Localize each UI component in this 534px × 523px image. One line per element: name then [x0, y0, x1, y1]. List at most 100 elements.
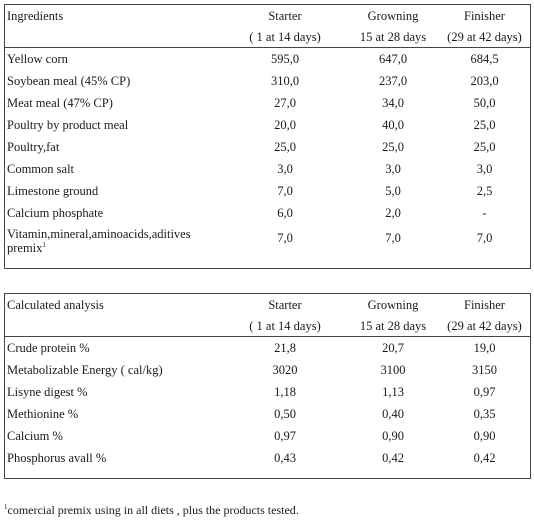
row-label: Lisyne digest % — [7, 381, 88, 403]
table-row: Lisyne digest % 1,18 1,13 0,97 — [5, 381, 530, 403]
row-label-text: Calcium % — [7, 429, 63, 443]
ingredients-header-row: Ingredients Starter Growning Finisher — [5, 5, 530, 26]
starter-value: 7,0 — [277, 231, 293, 245]
table-row: Metabolizable Energy ( cal/kg) 3020 3100 31… — [5, 359, 530, 381]
starter-value: 1,18 — [274, 385, 296, 399]
finisher-period: (29 at 42 days) — [447, 30, 522, 44]
row-label: Common salt — [7, 158, 74, 180]
row-label-text: Limestone ground — [7, 184, 99, 198]
growing-value: 3,0 — [385, 162, 401, 176]
row-label-text: Poultry,fat — [7, 140, 60, 154]
starter-value: 7,0 — [277, 184, 293, 198]
growing-period: 15 at 28 days — [359, 319, 427, 333]
starter-value: 25,0 — [274, 140, 296, 154]
analysis-table-body: Crude protein % 21,8 20,7 19,0 Metabolizable… — [5, 337, 530, 469]
table-row: Crude protein % 21,8 20,7 19,0 — [5, 337, 530, 359]
table-row: Common salt 3,0 3,0 3,0 — [5, 158, 530, 180]
row-label-text: Soybean meal (45% CP) — [7, 74, 131, 88]
table-row: Soybean meal (45% CP) 310,0 237,0 203,0 — [5, 70, 530, 92]
growing-value: 237,0 — [378, 74, 408, 88]
finisher-value: 3,0 — [476, 162, 493, 176]
finisher-value: 25,0 — [473, 118, 496, 132]
growing-value: 0,42 — [382, 451, 404, 465]
starter-value: 6,0 — [277, 206, 293, 220]
finisher-column-header: Finisher — [464, 9, 505, 23]
finisher-value: 203,0 — [470, 74, 499, 88]
starter-value: 0,50 — [274, 407, 296, 421]
growing-column-header: Growning — [367, 9, 419, 23]
table-row: Poultry by product meal 20,0 40,0 25,0 — [5, 114, 530, 136]
finisher-value: 19,0 — [473, 341, 496, 355]
row-label-text: Crude protein % — [7, 341, 90, 355]
row-label-text: Methionine % — [7, 407, 79, 421]
starter-value: 310,0 — [270, 74, 300, 88]
table-row: Methionine % 0,50 0,40 0,35 — [5, 403, 530, 425]
row-label: Poultry,fat — [7, 136, 59, 158]
finisher-value: - — [482, 206, 487, 220]
starter-value: 3,0 — [277, 162, 293, 176]
finisher-value: 2,5 — [476, 184, 493, 198]
growing-value: 40,0 — [382, 118, 404, 132]
growing-value: 0,90 — [382, 429, 404, 443]
finisher-value: 0,90 — [473, 429, 496, 443]
starter-value: 20,0 — [274, 118, 296, 132]
starter-period: ( 1 at 14 days) — [249, 30, 321, 44]
table-row: Vitamin,mineral,aminoacids,aditives prem… — [5, 224, 530, 258]
starter-column-header: Starter — [268, 9, 302, 23]
row-label: Meat meal (47% CP) — [7, 92, 113, 114]
table-row: Calcium phosphate 6,0 2,0 - — [5, 202, 530, 224]
row-label: Crude protein % — [7, 337, 90, 359]
growing-value: 2,0 — [385, 206, 401, 220]
finisher-value: 25,0 — [473, 140, 496, 154]
analysis-subheader-row: ( 1 at 14 days) 15 at 28 days (29 at 42 … — [5, 315, 530, 337]
row-label: Methionine % — [7, 403, 78, 425]
row-label: Metabolizable Energy ( cal/kg) — [7, 359, 163, 381]
ingredients-column-header: Ingredients — [7, 9, 64, 23]
row-label-text: Calcium phosphate — [7, 206, 104, 220]
starter-value: 3020 — [272, 363, 298, 377]
growing-value: 5,0 — [385, 184, 401, 198]
finisher-value: 0,35 — [473, 407, 496, 421]
growing-value: 647,0 — [378, 52, 408, 66]
analysis-header-row: Calculated analysis Starter Growning Fin… — [5, 294, 530, 315]
finisher-value: 684,5 — [470, 52, 499, 66]
table-row: Meat meal (47% CP) 27,0 34,0 50,0 — [5, 92, 530, 114]
finisher-value: 3150 — [472, 363, 497, 377]
row-label-text: Poultry by product meal — [7, 118, 129, 132]
analysis-column-header: Calculated analysis — [7, 298, 104, 312]
growing-value: 34,0 — [382, 96, 404, 110]
finisher-value: 0,97 — [473, 385, 496, 399]
table-row: Phosphorus avall % 0,43 0,42 0,42 — [5, 447, 530, 469]
calculated-analysis-table: Calculated analysis Starter Growning Fin… — [4, 293, 531, 479]
footnote-marker: 1 — [4, 503, 8, 511]
row-label-text: Vitamin,mineral,aminoacids,aditives prem… — [7, 227, 191, 255]
row-label: Calcium % — [7, 425, 63, 447]
growing-value: 20,7 — [382, 341, 404, 355]
growing-column-header: Growning — [367, 298, 419, 312]
row-label-text: Phosphorus avall % — [7, 451, 107, 465]
footnote: 1comercial premix using in all diets , p… — [4, 503, 299, 518]
starter-period: ( 1 at 14 days) — [249, 319, 321, 333]
row-label: Poultry by product meal — [7, 114, 128, 136]
finisher-period: (29 at 42 days) — [447, 319, 522, 333]
growing-value: 7,0 — [385, 231, 401, 245]
table-row: Limestone ground 7,0 5,0 2,5 — [5, 180, 530, 202]
row-label-text: Common salt — [7, 162, 75, 176]
table-row: Calcium % 0,97 0,90 0,90 — [5, 425, 530, 447]
row-label-text: Yellow corn — [7, 52, 68, 66]
finisher-value: 50,0 — [473, 96, 496, 110]
finisher-value: 0,42 — [473, 451, 496, 465]
ingredients-table: Ingredients Starter Growning Finisher ( … — [4, 4, 531, 269]
growing-period: 15 at 28 days — [359, 30, 427, 44]
footnote-text: comercial premix using in all diets , pl… — [7, 503, 299, 517]
row-label-text: Metabolizable Energy ( cal/kg) — [7, 363, 163, 377]
ingredients-table-body: Yellow corn 595,0 647,0 684,5 Soybean meal (… — [5, 48, 530, 258]
table-row: Yellow corn 595,0 647,0 684,5 — [5, 48, 530, 70]
row-label: Calcium phosphate — [7, 202, 103, 224]
growing-value: 25,0 — [382, 140, 404, 154]
starter-value: 21,8 — [274, 341, 296, 355]
growing-value: 0,40 — [382, 407, 404, 421]
starter-value: 27,0 — [274, 96, 296, 110]
row-label: Limestone ground — [7, 180, 98, 202]
finisher-value: 7,0 — [476, 231, 493, 245]
